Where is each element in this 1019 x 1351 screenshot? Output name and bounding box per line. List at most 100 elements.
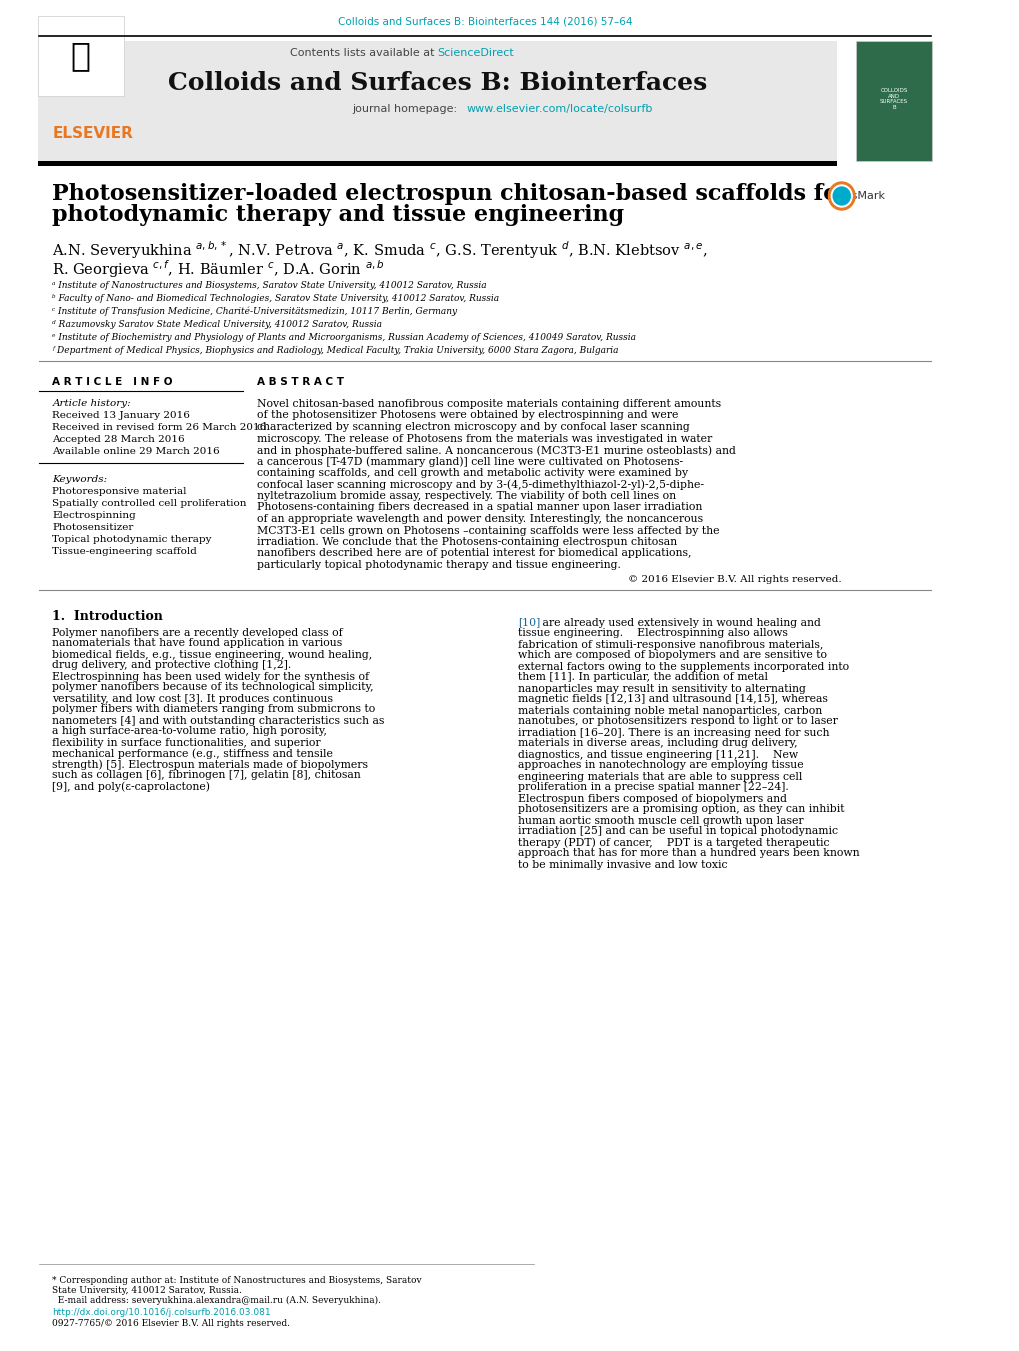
Text: 0927-7765/© 2016 Elsevier B.V. All rights reserved.: 0927-7765/© 2016 Elsevier B.V. All right… xyxy=(52,1319,290,1328)
Text: nanomaterials that have found application in various: nanomaterials that have found applicatio… xyxy=(52,639,342,648)
Text: microscopy. The release of Photosens from the materials was investigated in wate: microscopy. The release of Photosens fro… xyxy=(257,434,711,443)
Text: a cancerous [T-47D (mammary gland)] cell line were cultivated on Photosens-: a cancerous [T-47D (mammary gland)] cell… xyxy=(257,457,683,467)
Text: photodynamic therapy and tissue engineering: photodynamic therapy and tissue engineer… xyxy=(52,204,624,226)
Text: mechanical performance (e.g., stiffness and tensile: mechanical performance (e.g., stiffness … xyxy=(52,748,333,759)
Text: polymer nanofibers because of its technological simplicity,: polymer nanofibers because of its techno… xyxy=(52,682,374,693)
Text: external factors owing to the supplements incorporated into: external factors owing to the supplement… xyxy=(518,662,849,671)
Text: nanoparticles may result in sensitivity to alternating: nanoparticles may result in sensitivity … xyxy=(518,684,805,693)
Text: State University, 410012 Saratov, Russia.: State University, 410012 Saratov, Russia… xyxy=(52,1286,242,1296)
Text: A R T I C L E   I N F O: A R T I C L E I N F O xyxy=(52,377,172,386)
Text: CrossMark: CrossMark xyxy=(826,190,884,201)
Text: ᵈ Razumovsky Saratov State Medical University, 410012 Saratov, Russia: ᵈ Razumovsky Saratov State Medical Unive… xyxy=(52,320,382,330)
Text: A B S T R A C T: A B S T R A C T xyxy=(257,377,343,386)
FancyBboxPatch shape xyxy=(38,16,123,96)
Text: ScienceDirect: ScienceDirect xyxy=(437,49,514,58)
Text: journal homepage:: journal homepage: xyxy=(352,104,461,113)
Text: particularly topical photodynamic therapy and tissue engineering.: particularly topical photodynamic therap… xyxy=(257,561,621,570)
Text: irradiation [16–20]. There is an increasing need for such: irradiation [16–20]. There is an increas… xyxy=(518,727,829,738)
Text: such as collagen [6], fibrinogen [7], gelatin [8], chitosan: such as collagen [6], fibrinogen [7], ge… xyxy=(52,770,361,781)
Text: Spatially controlled cell proliferation: Spatially controlled cell proliferation xyxy=(52,499,247,508)
Text: Colloids and Surfaces B: Biointerfaces 144 (2016) 57–64: Colloids and Surfaces B: Biointerfaces 1… xyxy=(337,16,632,26)
Text: ᵉ Institute of Biochemistry and Physiology of Plants and Microorganisms, Russian: ᵉ Institute of Biochemistry and Physiolo… xyxy=(52,332,636,342)
Text: Contents lists available at: Contents lists available at xyxy=(289,49,437,58)
Text: Topical photodynamic therapy: Topical photodynamic therapy xyxy=(52,535,212,544)
Text: Photosensitizer-loaded electrospun chitosan-based scaffolds for: Photosensitizer-loaded electrospun chito… xyxy=(52,182,849,205)
Text: photosensitizers are a promising option, as they can inhibit: photosensitizers are a promising option,… xyxy=(518,804,844,815)
Text: Photoresponsive material: Photoresponsive material xyxy=(52,486,186,496)
Text: ᶜ Institute of Transfusion Medicine, Charité-Universitätsmedizin, 10117 Berlin, : ᶜ Institute of Transfusion Medicine, Cha… xyxy=(52,307,457,316)
Circle shape xyxy=(833,186,850,205)
Bar xyxy=(38,161,837,166)
Text: and in phosphate-buffered saline. A noncancerous (MC3T3-E1 murine osteoblasts) a: and in phosphate-buffered saline. A nonc… xyxy=(257,444,735,455)
Text: Electrospinning: Electrospinning xyxy=(52,511,136,520)
Text: nyltetrazolium bromide assay, respectively. The viability of both cell lines on: nyltetrazolium bromide assay, respective… xyxy=(257,490,676,501)
Text: diagnostics, and tissue engineering [11,21].    New: diagnostics, and tissue engineering [11,… xyxy=(518,750,798,759)
Text: proliferation in a precise spatial manner [22–24].: proliferation in a precise spatial manne… xyxy=(518,782,789,793)
Text: 1.  Introduction: 1. Introduction xyxy=(52,609,163,623)
Text: drug delivery, and protective clothing [1,2].: drug delivery, and protective clothing [… xyxy=(52,661,291,670)
Text: polymer fibers with diameters ranging from submicrons to: polymer fibers with diameters ranging fr… xyxy=(52,704,375,715)
Text: fabrication of stimuli-responsive nanofibrous materials,: fabrication of stimuli-responsive nanofi… xyxy=(518,639,823,650)
FancyBboxPatch shape xyxy=(38,41,837,161)
Text: COLLOIDS
AND
SURFACES
B: COLLOIDS AND SURFACES B xyxy=(879,88,907,111)
Text: nanofibers described here are of potential interest for biomedical applications,: nanofibers described here are of potenti… xyxy=(257,549,691,558)
Text: to be minimally invasive and low toxic: to be minimally invasive and low toxic xyxy=(518,859,728,870)
Text: Electrospun fibers composed of biopolymers and: Electrospun fibers composed of biopolyme… xyxy=(518,793,787,804)
Text: Received 13 January 2016: Received 13 January 2016 xyxy=(52,411,190,420)
Text: Photosensitizer: Photosensitizer xyxy=(52,523,133,532)
Text: E-mail address: severyukhina.alexandra@mail.ru (A.N. Severyukhina).: E-mail address: severyukhina.alexandra@m… xyxy=(52,1296,381,1305)
Text: Tissue-engineering scaffold: Tissue-engineering scaffold xyxy=(52,547,197,557)
Text: Photosens-containing fibers decreased in a spatial manner upon laser irradiation: Photosens-containing fibers decreased in… xyxy=(257,503,701,512)
Text: R. Georgieva $^{c,f}$, H. Bäumler $^c$, D.A. Gorin $^{a,b}$: R. Georgieva $^{c,f}$, H. Bäumler $^c$, … xyxy=(52,258,384,280)
Text: irradiation. We conclude that the Photosens-containing electrospun chitosan: irradiation. We conclude that the Photos… xyxy=(257,536,677,547)
Text: materials containing noble metal nanoparticles, carbon: materials containing noble metal nanopar… xyxy=(518,705,821,716)
Text: confocal laser scanning microscopy and by 3-(4,5-dimethylthiazol-2-yl)-2,5-diphe: confocal laser scanning microscopy and b… xyxy=(257,480,703,490)
FancyBboxPatch shape xyxy=(855,41,931,161)
Text: ᵇ Faculty of Nano- and Biomedical Technologies, Saratov State University, 410012: ᵇ Faculty of Nano- and Biomedical Techno… xyxy=(52,295,499,303)
Text: them [11]. In particular, the addition of metal: them [11]. In particular, the addition o… xyxy=(518,673,767,682)
Text: Polymer nanofibers are a recently developed class of: Polymer nanofibers are a recently develo… xyxy=(52,627,342,638)
Text: Accepted 28 March 2016: Accepted 28 March 2016 xyxy=(52,435,184,444)
Text: nanometers [4] and with outstanding characteristics such as: nanometers [4] and with outstanding char… xyxy=(52,716,384,725)
Text: tissue engineering.    Electrospinning also allows: tissue engineering. Electrospinning also… xyxy=(518,628,788,639)
Text: nanotubes, or photosensitizers respond to light or to laser: nanotubes, or photosensitizers respond t… xyxy=(518,716,838,727)
Text: versatility, and low cost [3]. It produces continuous: versatility, and low cost [3]. It produc… xyxy=(52,693,333,704)
Text: biomedical fields, e.g., tissue engineering, wound healing,: biomedical fields, e.g., tissue engineer… xyxy=(52,650,372,659)
Text: approach that has for more than a hundred years been known: approach that has for more than a hundre… xyxy=(518,848,859,858)
Text: containing scaffolds, and cell growth and metabolic activity were examined by: containing scaffolds, and cell growth an… xyxy=(257,467,687,478)
Text: which are composed of biopolymers and are sensitive to: which are composed of biopolymers and ar… xyxy=(518,650,826,661)
Text: magnetic fields [12,13] and ultrasound [14,15], whereas: magnetic fields [12,13] and ultrasound [… xyxy=(518,694,827,704)
Text: of the photosensitizer Photosens were obtained by electrospinning and were: of the photosensitizer Photosens were ob… xyxy=(257,411,678,420)
Text: Available online 29 March 2016: Available online 29 March 2016 xyxy=(52,447,220,457)
Text: Electrospinning has been used widely for the synthesis of: Electrospinning has been used widely for… xyxy=(52,671,369,681)
Text: 🌳: 🌳 xyxy=(70,39,91,73)
Text: a high surface-area-to-volume ratio, high porosity,: a high surface-area-to-volume ratio, hig… xyxy=(52,727,327,736)
Text: Colloids and Surfaces B: Biointerfaces: Colloids and Surfaces B: Biointerfaces xyxy=(168,72,706,95)
Text: www.elsevier.com/locate/colsurfb: www.elsevier.com/locate/colsurfb xyxy=(466,104,652,113)
Text: Keywords:: Keywords: xyxy=(52,476,107,484)
Text: [9], and poly(ε-caprolactone): [9], and poly(ε-caprolactone) xyxy=(52,781,210,792)
Text: Novel chitosan-based nanofibrous composite materials containing different amount: Novel chitosan-based nanofibrous composi… xyxy=(257,399,720,409)
Text: A.N. Severyukhina $^{a,b,*}$, N.V. Petrova $^a$, K. Smuda $^c$, G.S. Terentyuk $: A.N. Severyukhina $^{a,b,*}$, N.V. Petro… xyxy=(52,239,707,261)
Text: are already used extensively in wound healing and: are already used extensively in wound he… xyxy=(539,617,820,627)
Text: human aortic smooth muscle cell growth upon laser: human aortic smooth muscle cell growth u… xyxy=(518,816,803,825)
Text: of an appropriate wavelength and power density. Interestingly, the noncancerous: of an appropriate wavelength and power d… xyxy=(257,513,702,524)
Text: http://dx.doi.org/10.1016/j.colsurfb.2016.03.081: http://dx.doi.org/10.1016/j.colsurfb.201… xyxy=(52,1308,271,1317)
Text: strength) [5]. Electrospun materials made of biopolymers: strength) [5]. Electrospun materials mad… xyxy=(52,759,368,770)
Text: characterized by scanning electron microscopy and by confocal laser scanning: characterized by scanning electron micro… xyxy=(257,422,689,432)
Text: Received in revised form 26 March 2016: Received in revised form 26 March 2016 xyxy=(52,423,266,432)
Text: therapy (PDT) of cancer,    PDT is a targeted therapeutic: therapy (PDT) of cancer, PDT is a target… xyxy=(518,838,829,848)
Text: Article history:: Article history: xyxy=(52,399,130,408)
Circle shape xyxy=(827,182,854,209)
Text: ᶠ Department of Medical Physics, Biophysics and Radiology, Medical Faculty, Trak: ᶠ Department of Medical Physics, Biophys… xyxy=(52,346,619,355)
Text: flexibility in surface functionalities, and superior: flexibility in surface functionalities, … xyxy=(52,738,321,747)
Text: [10]: [10] xyxy=(518,617,540,627)
Text: © 2016 Elsevier B.V. All rights reserved.: © 2016 Elsevier B.V. All rights reserved… xyxy=(628,576,841,585)
Text: * Corresponding author at: Institute of Nanostructures and Biosystems, Saratov: * Corresponding author at: Institute of … xyxy=(52,1275,422,1285)
Text: materials in diverse areas, including drug delivery,: materials in diverse areas, including dr… xyxy=(518,739,797,748)
Text: approaches in nanotechnology are employing tissue: approaches in nanotechnology are employi… xyxy=(518,761,803,770)
Text: ᵃ Institute of Nanostructures and Biosystems, Saratov State University, 410012 S: ᵃ Institute of Nanostructures and Biosys… xyxy=(52,281,486,290)
Text: irradiation [25] and can be useful in topical photodynamic: irradiation [25] and can be useful in to… xyxy=(518,827,838,836)
Text: engineering materials that are able to suppress cell: engineering materials that are able to s… xyxy=(518,771,802,781)
Text: ELSEVIER: ELSEVIER xyxy=(52,126,133,141)
